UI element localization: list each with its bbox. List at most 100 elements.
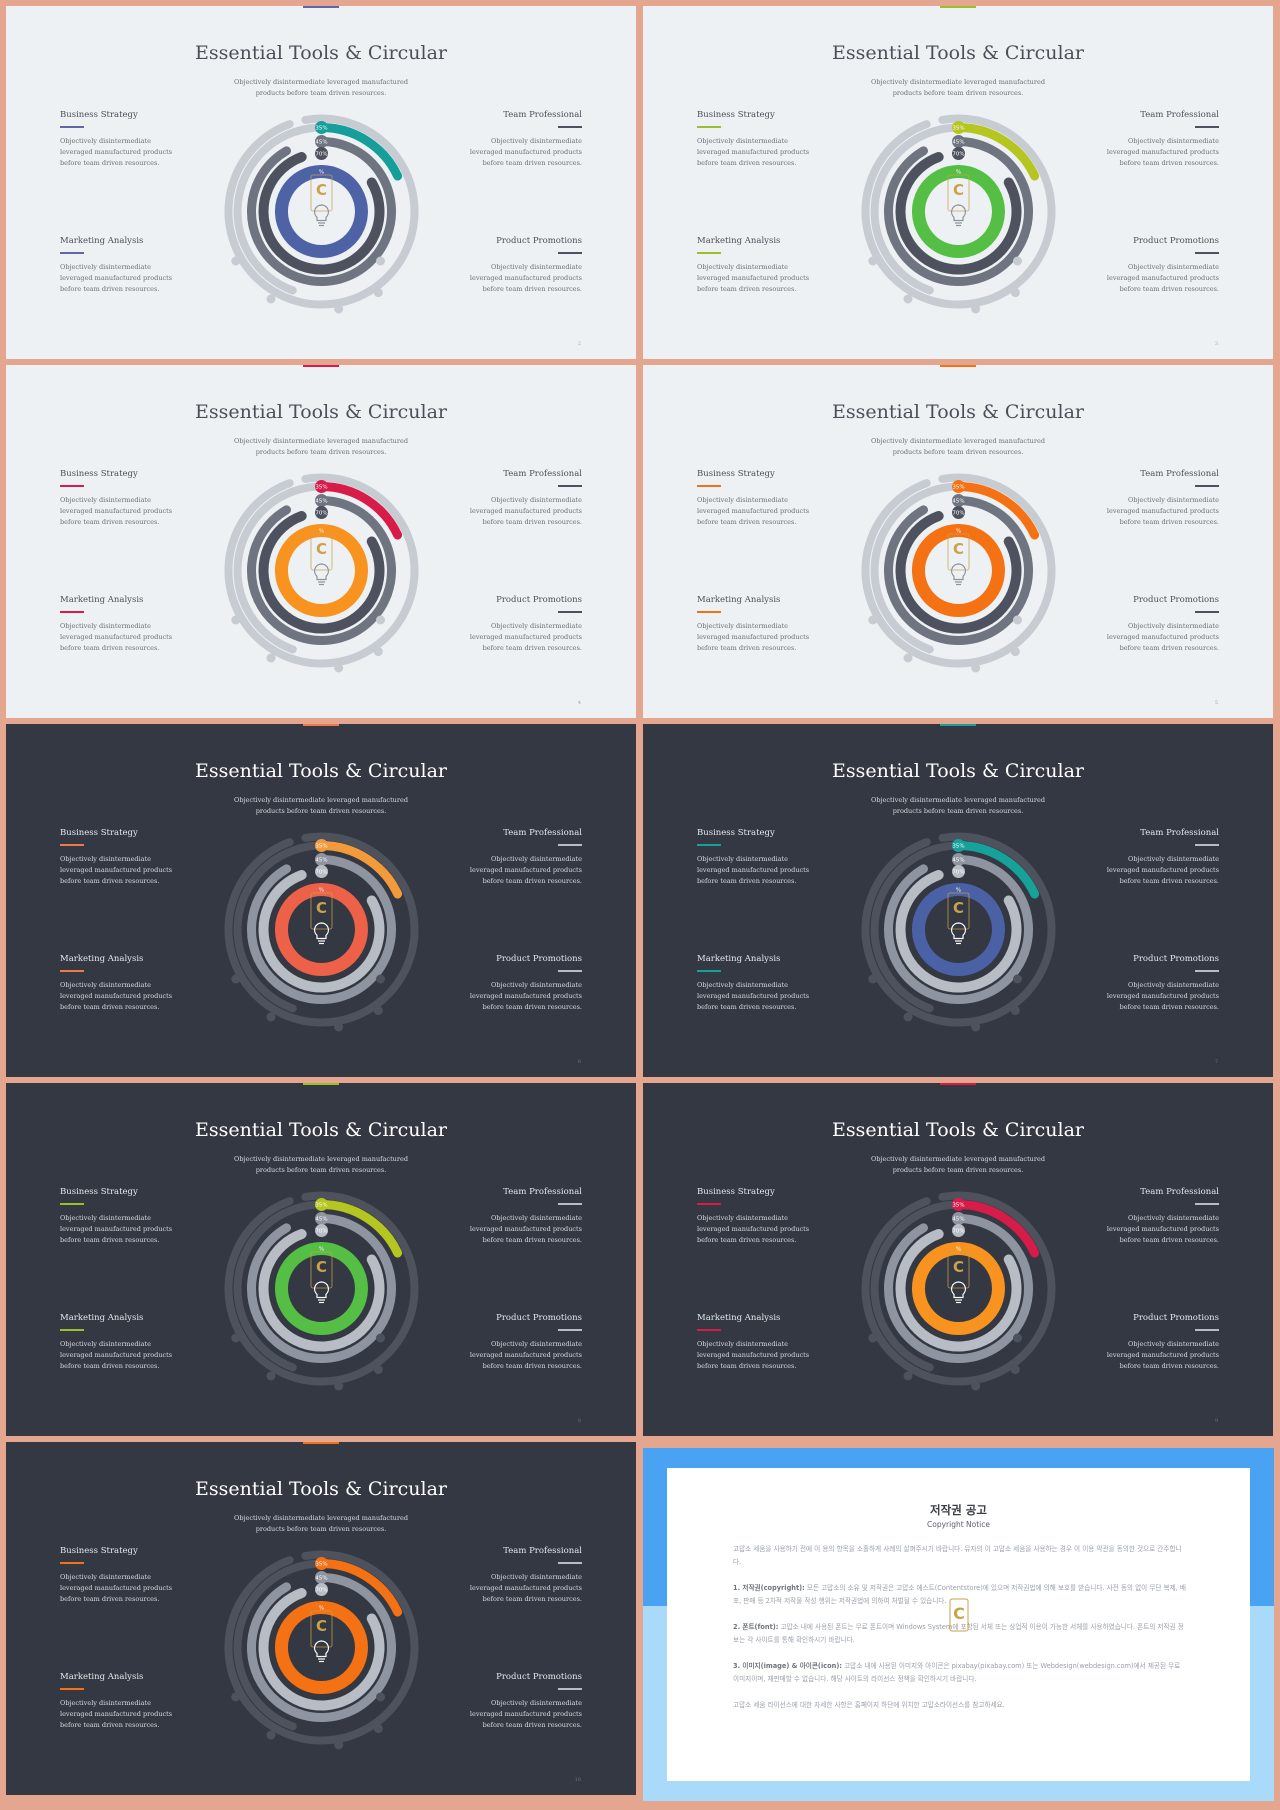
page-number: 10	[574, 1777, 581, 1783]
notice-card: 저작권 공고 Copyright Notice 고맙소 세움을 사용하기 전에 …	[667, 1468, 1250, 1781]
slide-top-accent	[303, 6, 339, 8]
block-title: Marketing Analysis	[60, 236, 144, 246]
ring-label: %	[319, 1247, 324, 1253]
decor-dot	[334, 304, 344, 314]
ring-label: 35%	[315, 844, 327, 850]
contents-logo-icon: C	[310, 174, 333, 212]
decor-dot	[376, 1692, 385, 1702]
track-arc	[233, 482, 326, 654]
block-underline	[558, 126, 582, 128]
decor-dot	[1010, 1365, 1020, 1375]
circular-chart: 35% 45% 70%% C	[861, 473, 1056, 673]
progress-arc-mid	[247, 146, 392, 286]
block-underline	[60, 1688, 84, 1690]
ring-label: 70%	[952, 870, 964, 876]
circular-chart: 35% 45% 70%% C	[224, 473, 419, 673]
track-arc	[938, 114, 1056, 262]
ring-label: 70%	[952, 152, 964, 158]
slide-title: Essential Tools & Circular	[195, 42, 447, 64]
block-title: Team Professional	[503, 1546, 582, 1556]
text-block: Product Promotions Objectively disinterme…	[1094, 1313, 1219, 1372]
block-title: Product Promotions	[1133, 595, 1219, 605]
ring-label: %	[319, 170, 324, 176]
notice-paragraph: 고맙소 세움 라이선스에 대한 자세한 사항은 홈페이지 하단에 위치한 고맙소…	[733, 1701, 1005, 1709]
progress-arc-mid	[317, 496, 396, 599]
block-underline	[1195, 252, 1219, 254]
ring-label-badge	[315, 1557, 328, 1570]
ring-label-badge	[952, 865, 965, 878]
decor-dot	[334, 1740, 344, 1750]
block-underline	[1195, 970, 1219, 972]
progress-arc-dark	[258, 1588, 385, 1711]
contents-logo-icon: C	[310, 892, 333, 930]
block-underline	[1195, 485, 1219, 487]
ring-label-badge	[315, 1224, 328, 1237]
ring-label: 35%	[315, 1203, 327, 1209]
decor-dot	[903, 1012, 913, 1022]
text-block: Team Professional Objectively disintermed…	[1094, 828, 1219, 887]
ring-label: 70%	[315, 152, 327, 158]
text-block: Business Strategy Objectively disintermed…	[60, 1187, 185, 1246]
block-underline	[558, 1688, 582, 1690]
slide-subtitle: Objectively disintermediate leveraged ma…	[871, 1155, 1045, 1174]
block-description: Objectively disintermediate leveraged ma…	[697, 263, 810, 293]
text-block: Product Promotions Objectively disinterme…	[457, 954, 582, 1013]
track-arc	[861, 1197, 1044, 1386]
track-arc	[861, 838, 1044, 1027]
circular-chart-container: 35% 45% 70%% C	[856, 109, 1061, 314]
slide-subtitle: Objectively disintermediate leveraged ma…	[871, 796, 1045, 815]
block-underline	[697, 1329, 721, 1331]
track-arc	[224, 838, 407, 1027]
block-underline	[1195, 611, 1219, 613]
ring-label: 45%	[952, 499, 964, 505]
progress-arc-inner	[274, 1601, 368, 1694]
progress-arc-inner	[274, 165, 368, 258]
progress-arc-outer	[954, 123, 1040, 181]
block-title: Product Promotions	[496, 1672, 582, 1682]
contents-logo-icon: C	[949, 1598, 969, 1632]
decor-dot	[334, 663, 344, 673]
slide-7: Essential Tools & Circular Objectively di…	[643, 724, 1273, 1077]
text-block: Product Promotions Objectively disinterme…	[1094, 954, 1219, 1013]
notice-para-text: 고맙소 내에 사용된 이미지와 아이콘은 pixabay(pixabay.com…	[733, 1662, 1181, 1683]
ring-label-badge	[315, 480, 328, 493]
text-block: Marketing Analysis Objectively disinterme…	[60, 236, 185, 295]
block-title: Business Strategy	[697, 469, 775, 479]
ring-label: 35%	[315, 485, 327, 491]
block-underline	[558, 611, 582, 613]
block-description: Objectively disintermediate leveraged ma…	[697, 1214, 810, 1244]
ring-label: 45%	[315, 858, 327, 864]
ring-label-badge	[315, 147, 328, 160]
block-title: Business Strategy	[60, 469, 138, 479]
circular-chart: 35% 45% 70%% C	[861, 1191, 1056, 1391]
lightbulb-icon	[313, 1640, 330, 1663]
slide-title: Essential Tools & Circular	[832, 760, 1084, 782]
progress-arc-mid	[247, 1582, 392, 1722]
progress-arc-dark	[258, 1229, 385, 1352]
contents-logo-icon: C	[947, 1251, 970, 1289]
ring-label-badge	[315, 135, 328, 148]
text-block: Business Strategy Objectively disintermed…	[697, 110, 822, 169]
block-underline	[60, 611, 84, 613]
block-description: Objectively disintermediate leveraged ma…	[60, 1214, 173, 1244]
notice-title: 저작권 공고	[930, 1503, 987, 1517]
page-number: 5	[1214, 700, 1218, 706]
text-block: Business Strategy Objectively disintermed…	[60, 469, 185, 528]
block-underline	[60, 970, 84, 972]
slide-top-accent	[303, 1442, 339, 1444]
text-block: Team Professional Objectively disintermed…	[457, 828, 582, 887]
lightbulb-icon	[950, 204, 967, 227]
block-description: Objectively disintermediate leveraged ma…	[469, 1573, 582, 1603]
block-description: Objectively disintermediate leveraged ma…	[1106, 622, 1219, 652]
track-arc	[938, 832, 1056, 980]
decor-dot	[971, 304, 981, 314]
decor-dot	[903, 653, 913, 663]
block-description: Objectively disintermediate leveraged ma…	[697, 137, 810, 167]
text-block: Business Strategy Objectively disintermed…	[60, 110, 185, 169]
circular-chart: 35% 45% 70%% C	[224, 1550, 419, 1750]
ring-label: %	[956, 529, 961, 535]
progress-arc-mid	[884, 505, 1029, 645]
block-underline	[558, 1329, 582, 1331]
notice-paragraph: 2. 폰트(font): 고맙소 내에 사용된 폰트는 무료 폰트이며 Wind…	[733, 1621, 1186, 1647]
progress-arc-mid	[317, 1214, 396, 1317]
